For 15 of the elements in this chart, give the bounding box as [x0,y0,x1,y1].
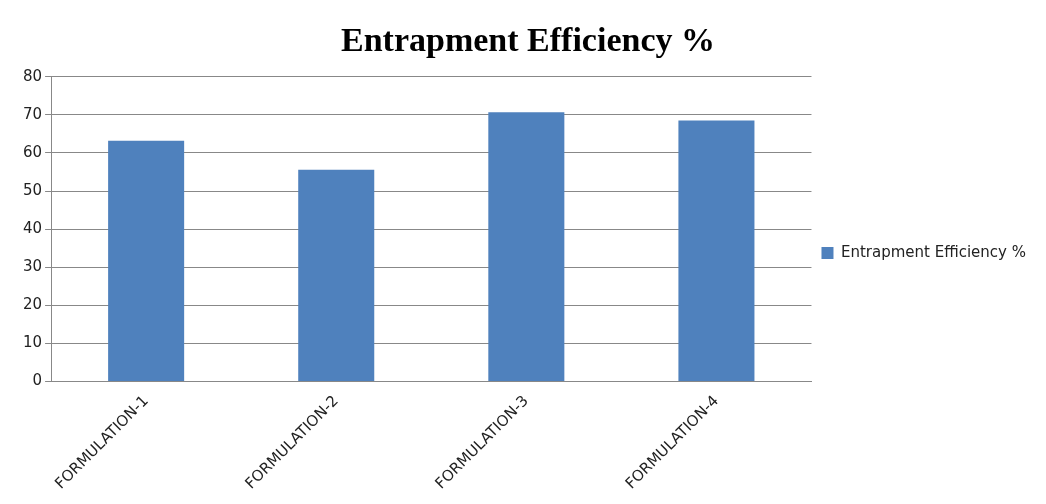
y-tick-label: 70 [22,104,43,123]
bar [678,120,755,381]
legend-label: Entrapment Efficiency % [840,242,1027,261]
y-tick-label: 50 [22,180,43,199]
y-tick-label: 30 [22,257,43,276]
y-tick-label: 60 [22,142,43,161]
y-tick-label: 40 [22,219,43,238]
y-tick-label: 20 [22,295,43,314]
bar [298,169,375,381]
bar [488,112,565,381]
y-tick-label: 10 [22,333,43,352]
chart-title: Entrapment Efficiency % [341,21,715,59]
bar [108,140,185,381]
y-tick-label: 0 [32,371,43,390]
y-tick-label: 80 [22,66,43,85]
